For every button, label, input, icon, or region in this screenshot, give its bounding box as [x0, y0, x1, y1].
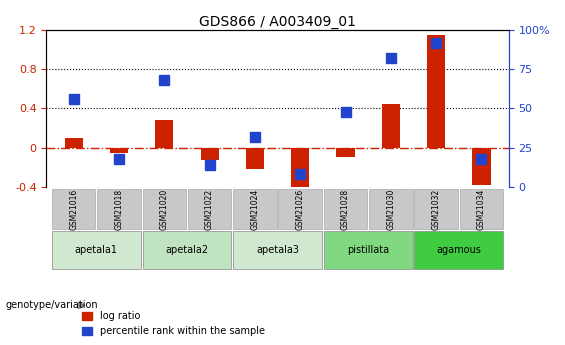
Text: GSM21030: GSM21030: [386, 188, 396, 230]
Bar: [110, 148, 128, 152]
Text: GSM21032: GSM21032: [432, 188, 441, 230]
Legend: log ratio, percentile rank within the sample: log ratio, percentile rank within the sa…: [79, 307, 268, 340]
Bar: [414, 231, 503, 269]
Bar: [279, 189, 322, 229]
Bar: [97, 189, 141, 229]
Text: apetala3: apetala3: [256, 245, 299, 255]
Text: GSM21034: GSM21034: [477, 188, 486, 230]
Text: agamous: agamous: [436, 245, 481, 255]
Bar: [52, 189, 95, 229]
Bar: [52, 231, 141, 269]
Bar: [233, 189, 277, 229]
Text: GSM21026: GSM21026: [295, 188, 305, 230]
Text: GSM21020: GSM21020: [160, 188, 169, 230]
Bar: [142, 189, 186, 229]
Bar: [155, 120, 173, 148]
Bar: [324, 189, 367, 229]
Bar: [382, 104, 400, 148]
Bar: [291, 148, 309, 189]
Bar: [427, 35, 445, 148]
Text: GSM21016: GSM21016: [69, 188, 78, 230]
Text: pistillata: pistillata: [347, 245, 389, 255]
Bar: [414, 189, 458, 229]
Text: apetala1: apetala1: [75, 245, 118, 255]
Text: apetala2: apetala2: [166, 245, 208, 255]
Bar: [472, 148, 490, 185]
Text: GSM21018: GSM21018: [115, 188, 124, 229]
Text: GSM21024: GSM21024: [250, 188, 259, 230]
Bar: [460, 189, 503, 229]
Bar: [337, 148, 355, 157]
Bar: [246, 148, 264, 169]
Title: GDS866 / A003409_01: GDS866 / A003409_01: [199, 15, 356, 29]
Bar: [201, 148, 219, 160]
Bar: [142, 231, 231, 269]
Text: GSM21022: GSM21022: [205, 188, 214, 229]
Text: GSM21028: GSM21028: [341, 188, 350, 229]
Bar: [369, 189, 412, 229]
Bar: [64, 138, 82, 148]
Text: genotype/variation: genotype/variation: [6, 300, 98, 310]
Bar: [233, 231, 322, 269]
Bar: [324, 231, 412, 269]
Bar: [188, 189, 231, 229]
